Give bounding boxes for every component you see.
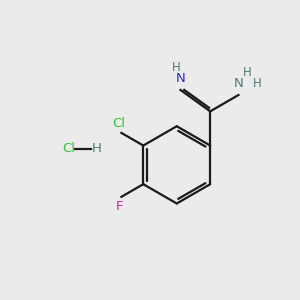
Text: H: H [253, 77, 262, 90]
Text: H: H [243, 66, 252, 79]
Text: H: H [92, 142, 102, 155]
Text: N: N [176, 72, 185, 85]
Text: Cl: Cl [112, 117, 125, 130]
Text: F: F [115, 200, 123, 213]
Text: Cl: Cl [62, 142, 75, 155]
Text: H: H [172, 61, 180, 74]
Text: N: N [234, 77, 243, 90]
